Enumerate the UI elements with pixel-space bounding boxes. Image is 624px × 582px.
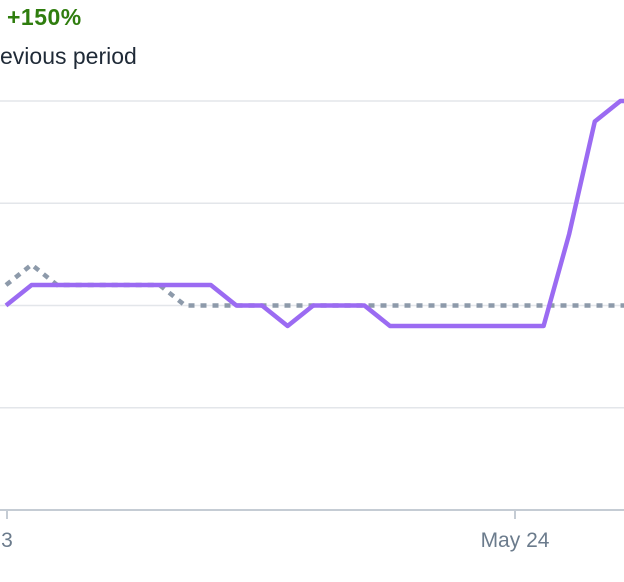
grid-lines xyxy=(0,100,624,409)
x-tick-label: 3 xyxy=(1,529,13,552)
percent-change: +150% xyxy=(7,4,82,30)
x-tick-label: May 24 xyxy=(481,529,550,552)
comparison-label: evious period xyxy=(0,43,137,69)
series-current-line xyxy=(4,98,624,329)
x-axis-ticks: 3 May 24 xyxy=(1,510,550,552)
